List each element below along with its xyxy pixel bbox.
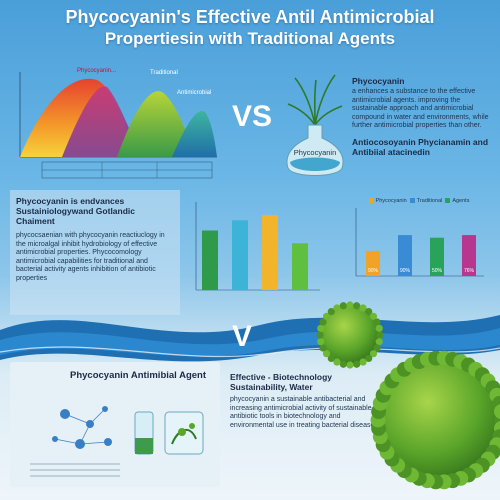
lab-illustration — [10, 394, 220, 486]
mountain-chart: Phycocyanin... Traditional Antimicrobial — [12, 62, 222, 187]
chart-label-right: Antimicrobial — [177, 90, 211, 96]
right-chart-frame: Phycocyanin Traditional Agents 90%90%50%… — [344, 198, 494, 298]
mid-bar-3 — [262, 215, 278, 290]
left-panel-body: phycocsaenian with phycocyanin reactiucl… — [10, 228, 180, 287]
title-line-2: Propertiesin with Traditional Agents — [0, 28, 500, 50]
bottom-left-panel: Phycocyanin Antimibial Agent — [10, 362, 220, 487]
mid-bar-1 — [202, 231, 218, 291]
right-heading: Phycocyanin — [352, 76, 492, 86]
middle-bar-chart — [192, 200, 322, 300]
left-panel-heading: Phycocyanin is endvances Sustainiologywa… — [10, 190, 180, 228]
title-line-1: Phycocyanin's Effective Antil Antimicrob… — [0, 6, 500, 28]
algae-large-icon — [371, 351, 500, 490]
right-bar-label-4: 76% — [464, 268, 475, 274]
algae-small-icon — [316, 301, 383, 368]
right-bar-label-1: 90% — [368, 268, 379, 274]
chart-label-mid: Traditional — [150, 70, 178, 76]
vs-label: VS — [232, 100, 272, 134]
v-label: V — [232, 320, 252, 354]
mid-bar-4 — [292, 243, 308, 290]
mid-bar-2 — [232, 220, 248, 290]
plant-stems — [288, 75, 342, 125]
right-bar-label-2: 90% — [400, 268, 411, 274]
right-subheading: Antiocosoyanin Phycianamin and Antibiial… — [352, 137, 492, 157]
right-description: Phycocyanin a enhances a substance to th… — [352, 76, 492, 157]
algae-illustration — [290, 295, 500, 500]
right-bar-label-3: 50% — [432, 268, 443, 274]
right-bar-chart: 90% 90% 50% 76% — [344, 204, 494, 294]
flask-illustration: Phycocyanin — [280, 70, 350, 182]
bottom-left-heading: Phycocyanin Antimibial Agent — [10, 362, 220, 384]
right-body: a enhances a substance to the effective … — [352, 88, 492, 131]
flask-label: Phycocyanin — [294, 148, 337, 157]
page-title: Phycocyanin's Effective Antil Antimicrob… — [0, 6, 500, 50]
chart-label-top: Phycocyanin... — [77, 68, 116, 74]
